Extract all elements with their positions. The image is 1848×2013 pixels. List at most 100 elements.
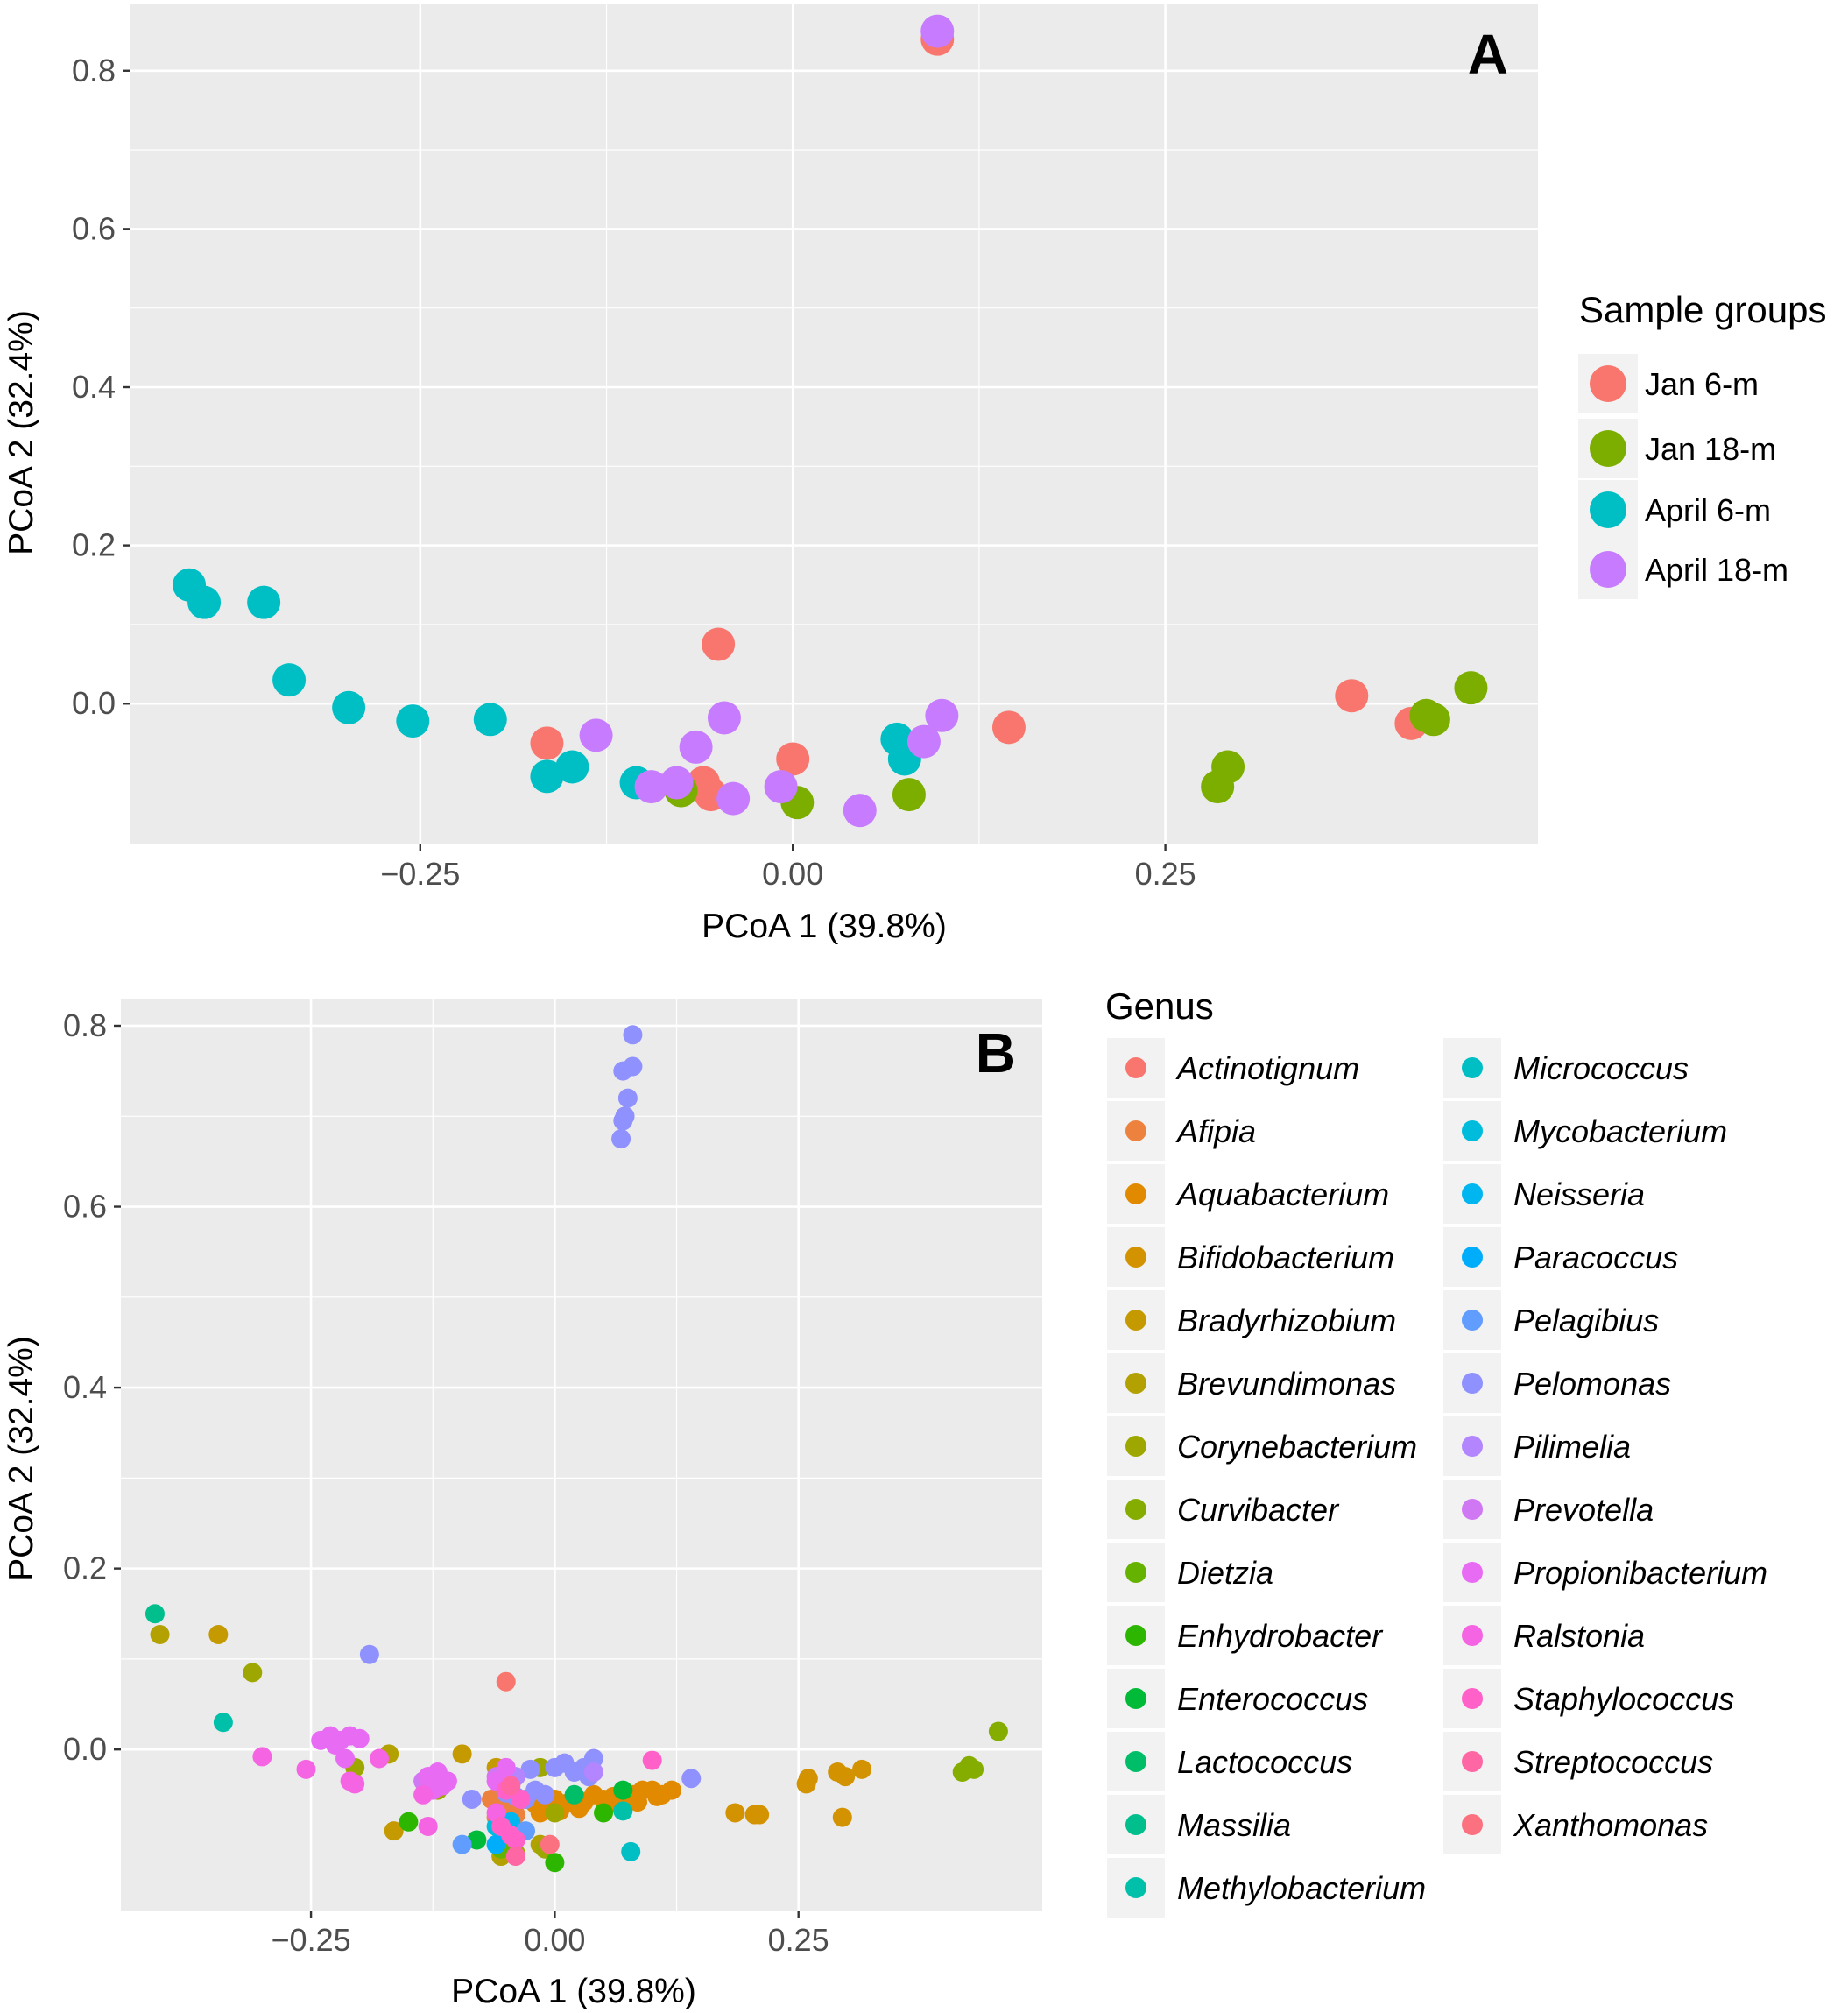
legend-b-item-streptococcus: Streptococcus [1443, 1732, 1713, 1791]
legend-b-item-prevotella: Prevotella [1443, 1480, 1654, 1539]
legend-b-item-xanthomonas: Xanthomonas [1443, 1795, 1708, 1854]
legend-b-swatch [1125, 1373, 1146, 1394]
b-point-pelomonas [359, 1644, 379, 1664]
b-y-tick-label: 0.4 [63, 1369, 107, 1405]
legend-b-label: Dietzia [1177, 1555, 1273, 1591]
b-point-bifidobacterium [750, 1805, 770, 1825]
b-point-pelagibius [452, 1834, 472, 1854]
b-point-pelomonas [462, 1789, 482, 1809]
a-point-april-18-m [716, 781, 751, 816]
legend-b-label: Enhydrobacter [1177, 1618, 1384, 1654]
b-point-bifidobacterium [725, 1803, 745, 1823]
a-point-jan-6-m [1335, 679, 1369, 713]
legend-b-item-methylobacterium: Methylobacterium [1107, 1858, 1426, 1918]
legend-b-items: Actinotignum Afipia Aquabacterium Bifidobac… [1107, 1038, 1767, 1918]
b-point-pilimelia [583, 1762, 603, 1782]
legend-b-item-staphylococcus: Staphylococcus [1443, 1669, 1734, 1728]
b-point-pelomonas [535, 1784, 555, 1805]
a-point-april-18-m [659, 766, 694, 800]
b-point-pelomonas [613, 1111, 633, 1131]
b-point-micrococcus [621, 1841, 641, 1861]
legend-b-label: Paracoccus [1513, 1240, 1678, 1275]
legend-b-swatch [1462, 1373, 1483, 1394]
legend-a-item-jan-18-m: Jan 18-m [1578, 419, 1776, 478]
a-point-jan-18-m [1454, 671, 1488, 705]
legend-b-swatch [1462, 1562, 1483, 1583]
legend-b-item-dietzia: Dietzia [1107, 1543, 1273, 1602]
b-point-aquabacterium [647, 1786, 667, 1806]
legend-b-swatch [1125, 1562, 1146, 1583]
b-point-bifidobacterium [852, 1759, 872, 1779]
legend-b-swatch [1462, 1247, 1483, 1268]
b-point-enterococcus [467, 1830, 487, 1850]
b-point-methylobacterium [213, 1713, 233, 1733]
legend-a-label: April 18-m [1645, 552, 1788, 588]
a-point-april-18-m [925, 698, 959, 732]
a-point-april-6-m [247, 585, 281, 619]
a-point-april-18-m [843, 794, 877, 828]
panel-a-ticks: −0.25 0.00 0.25 0.0 0.2 0.4 0.6 0.8 [72, 53, 1196, 892]
a-x-tick-label: −0.25 [380, 856, 460, 892]
b-point-enhydrobacter [594, 1803, 614, 1823]
a-y-tick-label: 0.8 [72, 53, 116, 88]
legend-b-item-lactococcus: Lactococcus [1107, 1732, 1352, 1791]
legend-a-swatch [1590, 551, 1626, 588]
b-point-staphylococcus [491, 1816, 511, 1836]
b-point-ralstonia [418, 1816, 438, 1836]
a-y-tick-label: 0.0 [72, 685, 116, 721]
legend-a-item-april-18-m: April 18-m [1578, 540, 1788, 599]
b-point-aquabacterium [628, 1792, 648, 1812]
legend-b-label: Pilimelia [1513, 1429, 1631, 1465]
legend-b-item-bifidobacterium: Bifidobacterium [1107, 1227, 1394, 1287]
legend-b-label: Curvibacter [1177, 1492, 1340, 1528]
b-point-enhydrobacter [545, 1853, 565, 1873]
legend-b-item-actinotignum: Actinotignum [1107, 1038, 1359, 1098]
b-point-bifidobacterium [832, 1807, 852, 1827]
panel-a-points [173, 14, 1488, 828]
a-point-jan-6-m [530, 726, 564, 760]
a-x-tick-label: 0.25 [1135, 856, 1196, 892]
legend-b-label: Bifidobacterium [1177, 1240, 1394, 1275]
b-point-curvibacter [964, 1759, 984, 1779]
legend-a-swatch [1590, 365, 1626, 402]
legend-b-item-bradyrhizobium: Bradyrhizobium [1107, 1290, 1396, 1350]
a-y-tick-label: 0.4 [72, 369, 116, 405]
b-point-bradyrhizobium [384, 1821, 404, 1841]
legend-b-swatch [1462, 1751, 1483, 1772]
a-point-april-6-m [396, 704, 430, 738]
b-y-tick-label: 0.2 [63, 1550, 107, 1586]
panel-b-y-axis-title: PCoA 2 (32.4%) [3, 1336, 40, 1581]
a-point-jan-18-m [892, 778, 926, 812]
b-x-tick-label: −0.25 [272, 1922, 351, 1958]
legend-b-label: Streptococcus [1513, 1744, 1713, 1780]
a-point-jan-18-m [1211, 750, 1245, 784]
b-point-pelomonas [617, 1088, 638, 1108]
legend-b-swatch [1125, 1499, 1146, 1520]
b-point-corynebacterium [545, 1803, 565, 1823]
panel-a-y-axis-title: PCoA 2 (32.4%) [3, 310, 40, 555]
legend-a-items: Jan 6-m Jan 18-m April 6-m April 18-m [1578, 354, 1788, 599]
panel-b-ticks: −0.25 0.00 0.25 0.0 0.2 0.4 0.6 0.8 [63, 1007, 829, 1958]
legend-a-swatch [1590, 430, 1626, 467]
legend-b-label: Micrococcus [1513, 1050, 1689, 1086]
legend-b-item-pilimelia: Pilimelia [1443, 1416, 1631, 1476]
legend-b-item-paracoccus: Paracoccus [1443, 1227, 1678, 1287]
a-point-april-18-m [906, 724, 941, 759]
a-point-jan-6-m [991, 710, 1026, 745]
a-point-april-18-m [579, 718, 613, 752]
legend-b-swatch [1125, 1688, 1146, 1709]
legend-b-label: Pelomonas [1513, 1366, 1671, 1402]
a-y-tick-label: 0.2 [72, 527, 116, 563]
b-point-streptococcus [501, 1776, 521, 1796]
a-point-april-18-m [764, 770, 798, 804]
b-point-bifidobacterium [836, 1767, 856, 1787]
legend-b-swatch [1462, 1688, 1483, 1709]
legend-b-swatch [1462, 1436, 1483, 1457]
legend-b-label: Ralstonia [1513, 1618, 1645, 1654]
legend-a-swatch [1590, 491, 1626, 528]
legend-a-label: Jan 6-m [1645, 366, 1759, 402]
legend-a-item-april-6-m: April 6-m [1578, 480, 1771, 540]
b-point-pelomonas [520, 1759, 540, 1779]
b-point-pelomonas [623, 1025, 643, 1045]
legend-b-label: Xanthomonas [1513, 1807, 1708, 1843]
